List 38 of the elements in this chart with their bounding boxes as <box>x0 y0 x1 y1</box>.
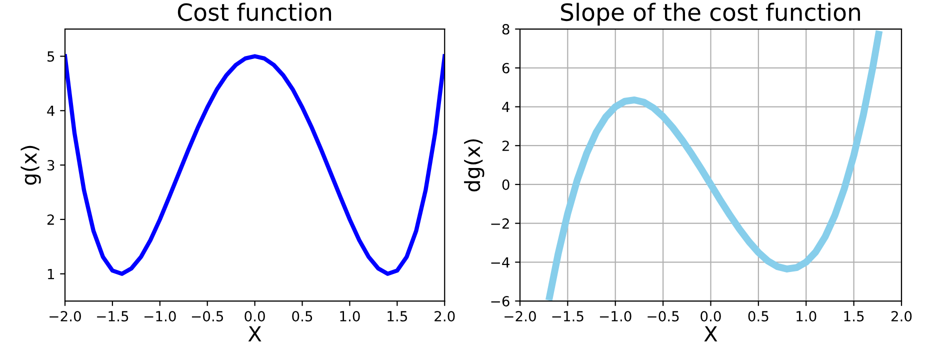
chart-title: Slope of the cost function <box>561 2 860 26</box>
x-tick-label: −0.5 <box>192 310 224 322</box>
x-tick-label: 0.0 <box>244 310 265 322</box>
x-tick-label: 0.5 <box>292 310 312 322</box>
y-tick-label: 2 <box>47 214 54 225</box>
x-tick-label: −0.5 <box>648 310 679 322</box>
x-axis-title: X <box>704 326 718 342</box>
x-tick-label: −1.5 <box>97 311 128 322</box>
x-tick-label: 1.0 <box>796 310 816 322</box>
x-tick-label: 2.0 <box>434 310 455 322</box>
y-tick-label: 3 <box>48 160 54 171</box>
chart-title: Cost function <box>178 2 332 22</box>
x-tick-label: 2.0 <box>891 310 912 322</box>
y-tick-label: 6 <box>502 62 510 74</box>
y-tick-label: 4 <box>47 106 54 116</box>
y-tick-label: 2 <box>502 140 509 151</box>
x-tick-label: 1.5 <box>388 311 407 322</box>
x-tick-label: 1.0 <box>340 310 360 322</box>
x-axis-title: X <box>248 326 262 342</box>
y-tick-label: 4 <box>502 102 510 112</box>
y-axis-title: dg(x) <box>464 139 484 192</box>
line-series <box>65 54 445 276</box>
x-tick-label: 0.5 <box>748 310 768 322</box>
x-tick-label: 1.5 <box>844 311 864 322</box>
x-tick-label: −1.0 <box>144 310 176 322</box>
y-tick-label: −4 <box>491 257 510 268</box>
y-tick-label: 0 <box>502 179 510 190</box>
x-tick-label: −2.0 <box>504 310 536 322</box>
x-tick-label: −1.5 <box>552 311 584 322</box>
y-tick-label: −2 <box>491 218 509 229</box>
y-tick-label: 5 <box>48 51 54 62</box>
y-tick-label: 1 <box>48 268 54 280</box>
x-tick-label: 0.0 <box>700 310 721 322</box>
y-tick-label: 8 <box>502 24 510 35</box>
x-tick-label: −2.0 <box>50 310 81 322</box>
y-axis-title: g(x) <box>20 146 41 185</box>
y-tick-label: −6 <box>491 296 510 306</box>
x-tick-label: −1.0 <box>600 310 632 322</box>
